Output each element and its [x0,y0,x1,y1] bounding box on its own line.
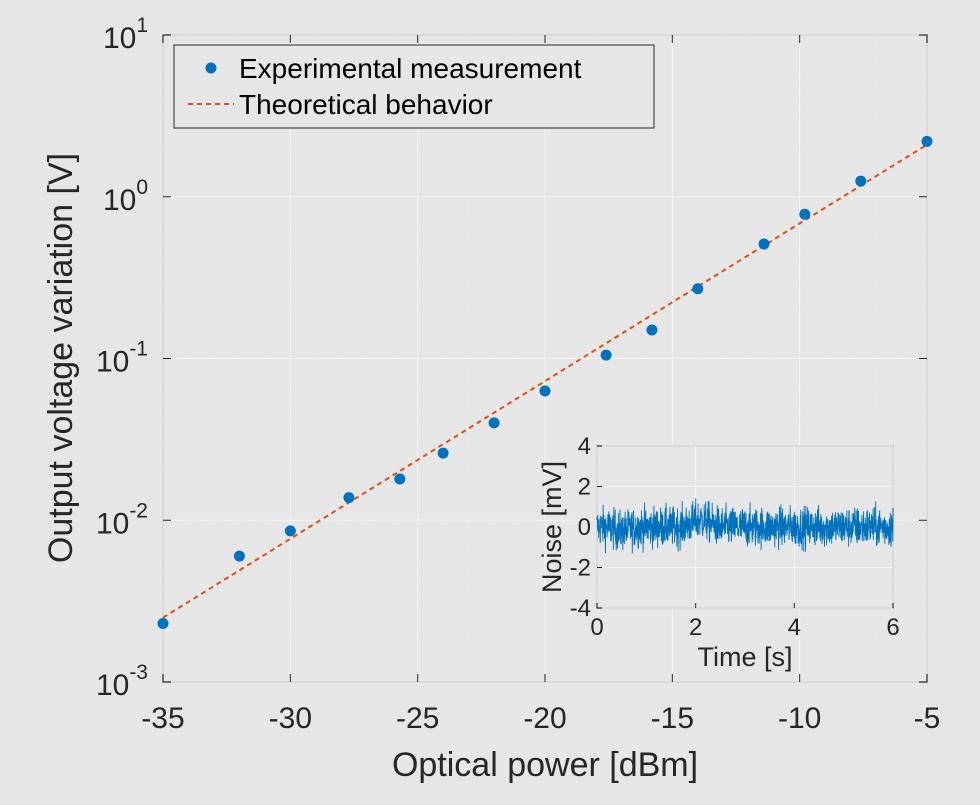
inset-x-tick-label: 6 [886,614,899,641]
legend-label-theoretical: Theoretical behavior [239,89,493,120]
inset-x-axis-label: Time [s] [697,642,792,672]
legend-box [173,44,655,129]
data-point [343,492,355,504]
inset-x-tick-label: 2 [689,614,702,641]
inset-x-tick-label: 4 [788,614,801,641]
x-tick-label: -15 [651,702,694,735]
y-tick-label: 10-3 [96,661,148,702]
data-point [488,417,500,429]
y-tick-label: 10-2 [96,499,148,540]
x-axis-label: Optical power [dBm] [392,746,698,784]
x-tick-label: -25 [396,702,439,735]
data-point [284,525,296,537]
data-point [539,385,551,397]
data-point [921,135,933,147]
legend-marker-experimental [205,62,217,74]
inset-y-tick-label: 4 [578,433,591,460]
x-tick-label: -35 [141,702,184,735]
inset-y-tick-label: -4 [570,595,591,622]
data-point [157,617,169,629]
inset-x-tick-label: 0 [590,614,603,641]
y-tick-label: 100 [103,176,148,217]
data-point [646,324,658,336]
x-tick-label: -30 [269,702,312,735]
data-point [799,208,811,220]
data-point [758,238,770,250]
x-tick-label: -5 [914,702,941,735]
data-point [600,349,612,361]
y-tick-label: 10-1 [96,338,148,379]
inset-plot: 0 2 4 6 -4 -2 0 2 4 Time [s] Noise [mV] [537,433,900,672]
inset-y-tick-label: 2 [578,474,591,501]
data-point [437,447,449,459]
legend-label-experimental: Experimental measurement [239,53,582,84]
inset-noise-trace [596,498,894,554]
inset-y-tick-label: 0 [578,514,591,541]
data-point [233,550,245,562]
data-point [855,175,867,187]
theoretical-behavior-series [162,143,928,619]
y-tick-label: 101 [103,14,148,55]
data-point [692,283,704,295]
theoretical-line [162,143,928,619]
experimental-measurement-series [157,135,933,629]
data-point [394,473,406,485]
legend: Experimental measurement Theoretical beh… [173,44,655,129]
x-tick-label: -20 [523,702,566,735]
inset-ticks: 0 2 4 6 -4 -2 0 2 4 [570,433,900,641]
inset-y-axis-label: Noise [mV] [537,461,567,593]
y-axis-label: Output voltage variation [V] [42,153,80,563]
inset-y-tick-label: -2 [570,555,591,582]
x-tick-label: -10 [778,702,821,735]
